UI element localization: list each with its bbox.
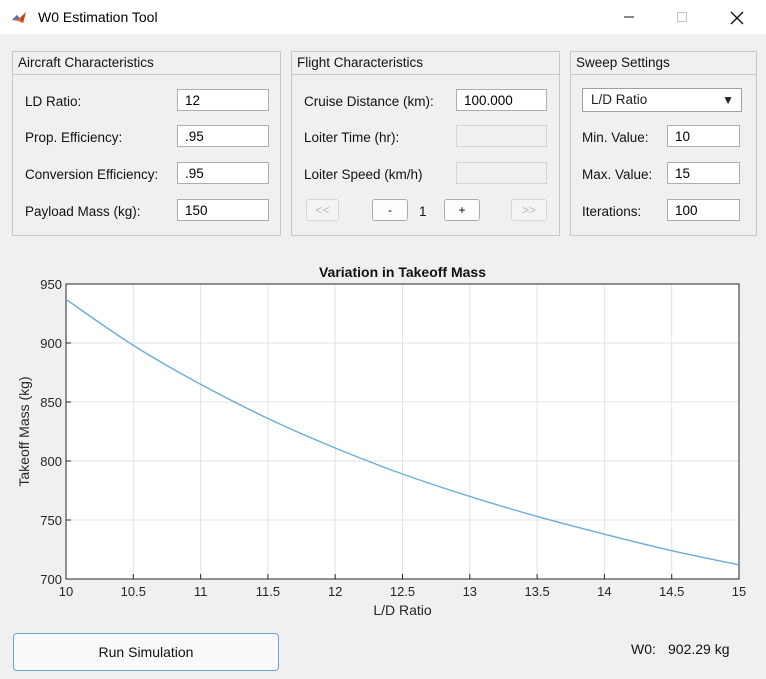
maximize-icon [677,11,687,22]
loiter-speed-field[interactable] [456,162,547,184]
sweep-parameter-value: L/D Ratio [591,92,648,107]
conversion-efficiency-field[interactable]: .95 [177,162,269,184]
x-tick-label: 14.5 [659,584,684,599]
takeoff-mass-series-line [65,298,740,566]
x-tick-label: 13.5 [524,584,549,599]
payload-mass-label: Payload Mass (kg): [25,204,141,219]
min-value-label: Min. Value: [582,130,649,145]
dropdown-arrow-icon: ▼ [722,93,734,107]
y-tick-label: 950 [40,277,62,292]
max-value-label: Max. Value: [582,167,653,182]
last-segment-button[interactable]: >> [511,199,547,221]
conversion-efficiency-label: Conversion Efficiency: [25,167,159,182]
loiter-time-field[interactable] [456,125,547,147]
sweep-parameter-dropdown[interactable]: L/D Ratio ▼ [582,88,742,112]
prop-efficiency-label: Prop. Efficiency: [25,130,123,145]
x-tick-label: 15 [732,584,746,599]
x-tick-label: 13 [463,584,477,599]
minimize-button[interactable] [606,0,652,34]
flight-characteristics-panel: Flight Characteristics Cruise Distance (… [291,51,560,236]
w0-result-value: 902.29 kg [668,641,730,657]
remove-segment-button[interactable]: - [372,199,408,221]
x-tick-label: 12 [328,584,342,599]
x-tick-label: 11 [194,584,208,599]
iterations-field[interactable]: 100 [667,199,740,221]
ld-ratio-label: LD Ratio: [25,94,82,109]
x-tick-label: 11.5 [256,584,280,599]
max-value-field[interactable]: 15 [667,162,740,184]
x-tick-label: 10.5 [121,584,146,599]
first-segment-button[interactable]: << [306,199,339,221]
aircraft-panel-title: Aircraft Characteristics [13,52,280,75]
aircraft-characteristics-panel: Aircraft Characteristics LD Ratio: 12 Pr… [12,51,281,236]
min-value-field[interactable]: 10 [667,125,740,147]
loiter-time-label: Loiter Time (hr): [304,130,400,145]
maximize-button[interactable] [659,0,705,34]
y-tick-label: 700 [40,572,62,587]
sweep-settings-panel: Sweep Settings L/D Ratio ▼ Min. Value: 1… [570,51,757,236]
minimize-icon [624,16,634,18]
y-tick-label: 850 [40,395,62,410]
add-segment-button[interactable]: + [444,199,480,221]
matlab-logo-icon [11,9,27,25]
x-tick-label: 14 [597,584,611,599]
x-axis-label: L/D Ratio [373,602,432,618]
title-bar: W0 Estimation Tool [0,0,766,34]
ld-ratio-field[interactable]: 12 [177,89,269,111]
close-icon [730,11,744,25]
sweep-panel-title: Sweep Settings [571,52,756,75]
iterations-label: Iterations: [582,204,642,219]
takeoff-mass-chart: 10 10.5 11 11.5 12 12.5 13 13.5 14 14.5 15 700 750 80… [16,264,746,618]
y-tick-label: 750 [40,513,62,528]
y-tick-label: 800 [40,454,62,469]
window-title: W0 Estimation Tool [38,9,158,25]
x-tick-label: 12.5 [390,584,415,599]
loiter-speed-label: Loiter Speed (km/h) [304,167,423,182]
y-tick-label: 900 [40,336,62,351]
prop-efficiency-field[interactable]: .95 [177,125,269,147]
close-button[interactable] [714,0,760,34]
y-axis-label: Takeoff Mass (kg) [16,376,32,486]
run-simulation-button[interactable]: Run Simulation [13,633,279,671]
cruise-distance-label: Cruise Distance (km): [304,94,434,109]
chart-title: Variation in Takeoff Mass [319,264,486,280]
cruise-distance-field[interactable]: 100.000 [456,89,547,111]
w0-result-label: W0: [631,641,656,657]
segment-index: 1 [419,204,427,219]
flight-panel-title: Flight Characteristics [292,52,559,75]
payload-mass-field[interactable]: 150 [177,199,269,221]
x-tick-label: 10 [59,584,73,599]
